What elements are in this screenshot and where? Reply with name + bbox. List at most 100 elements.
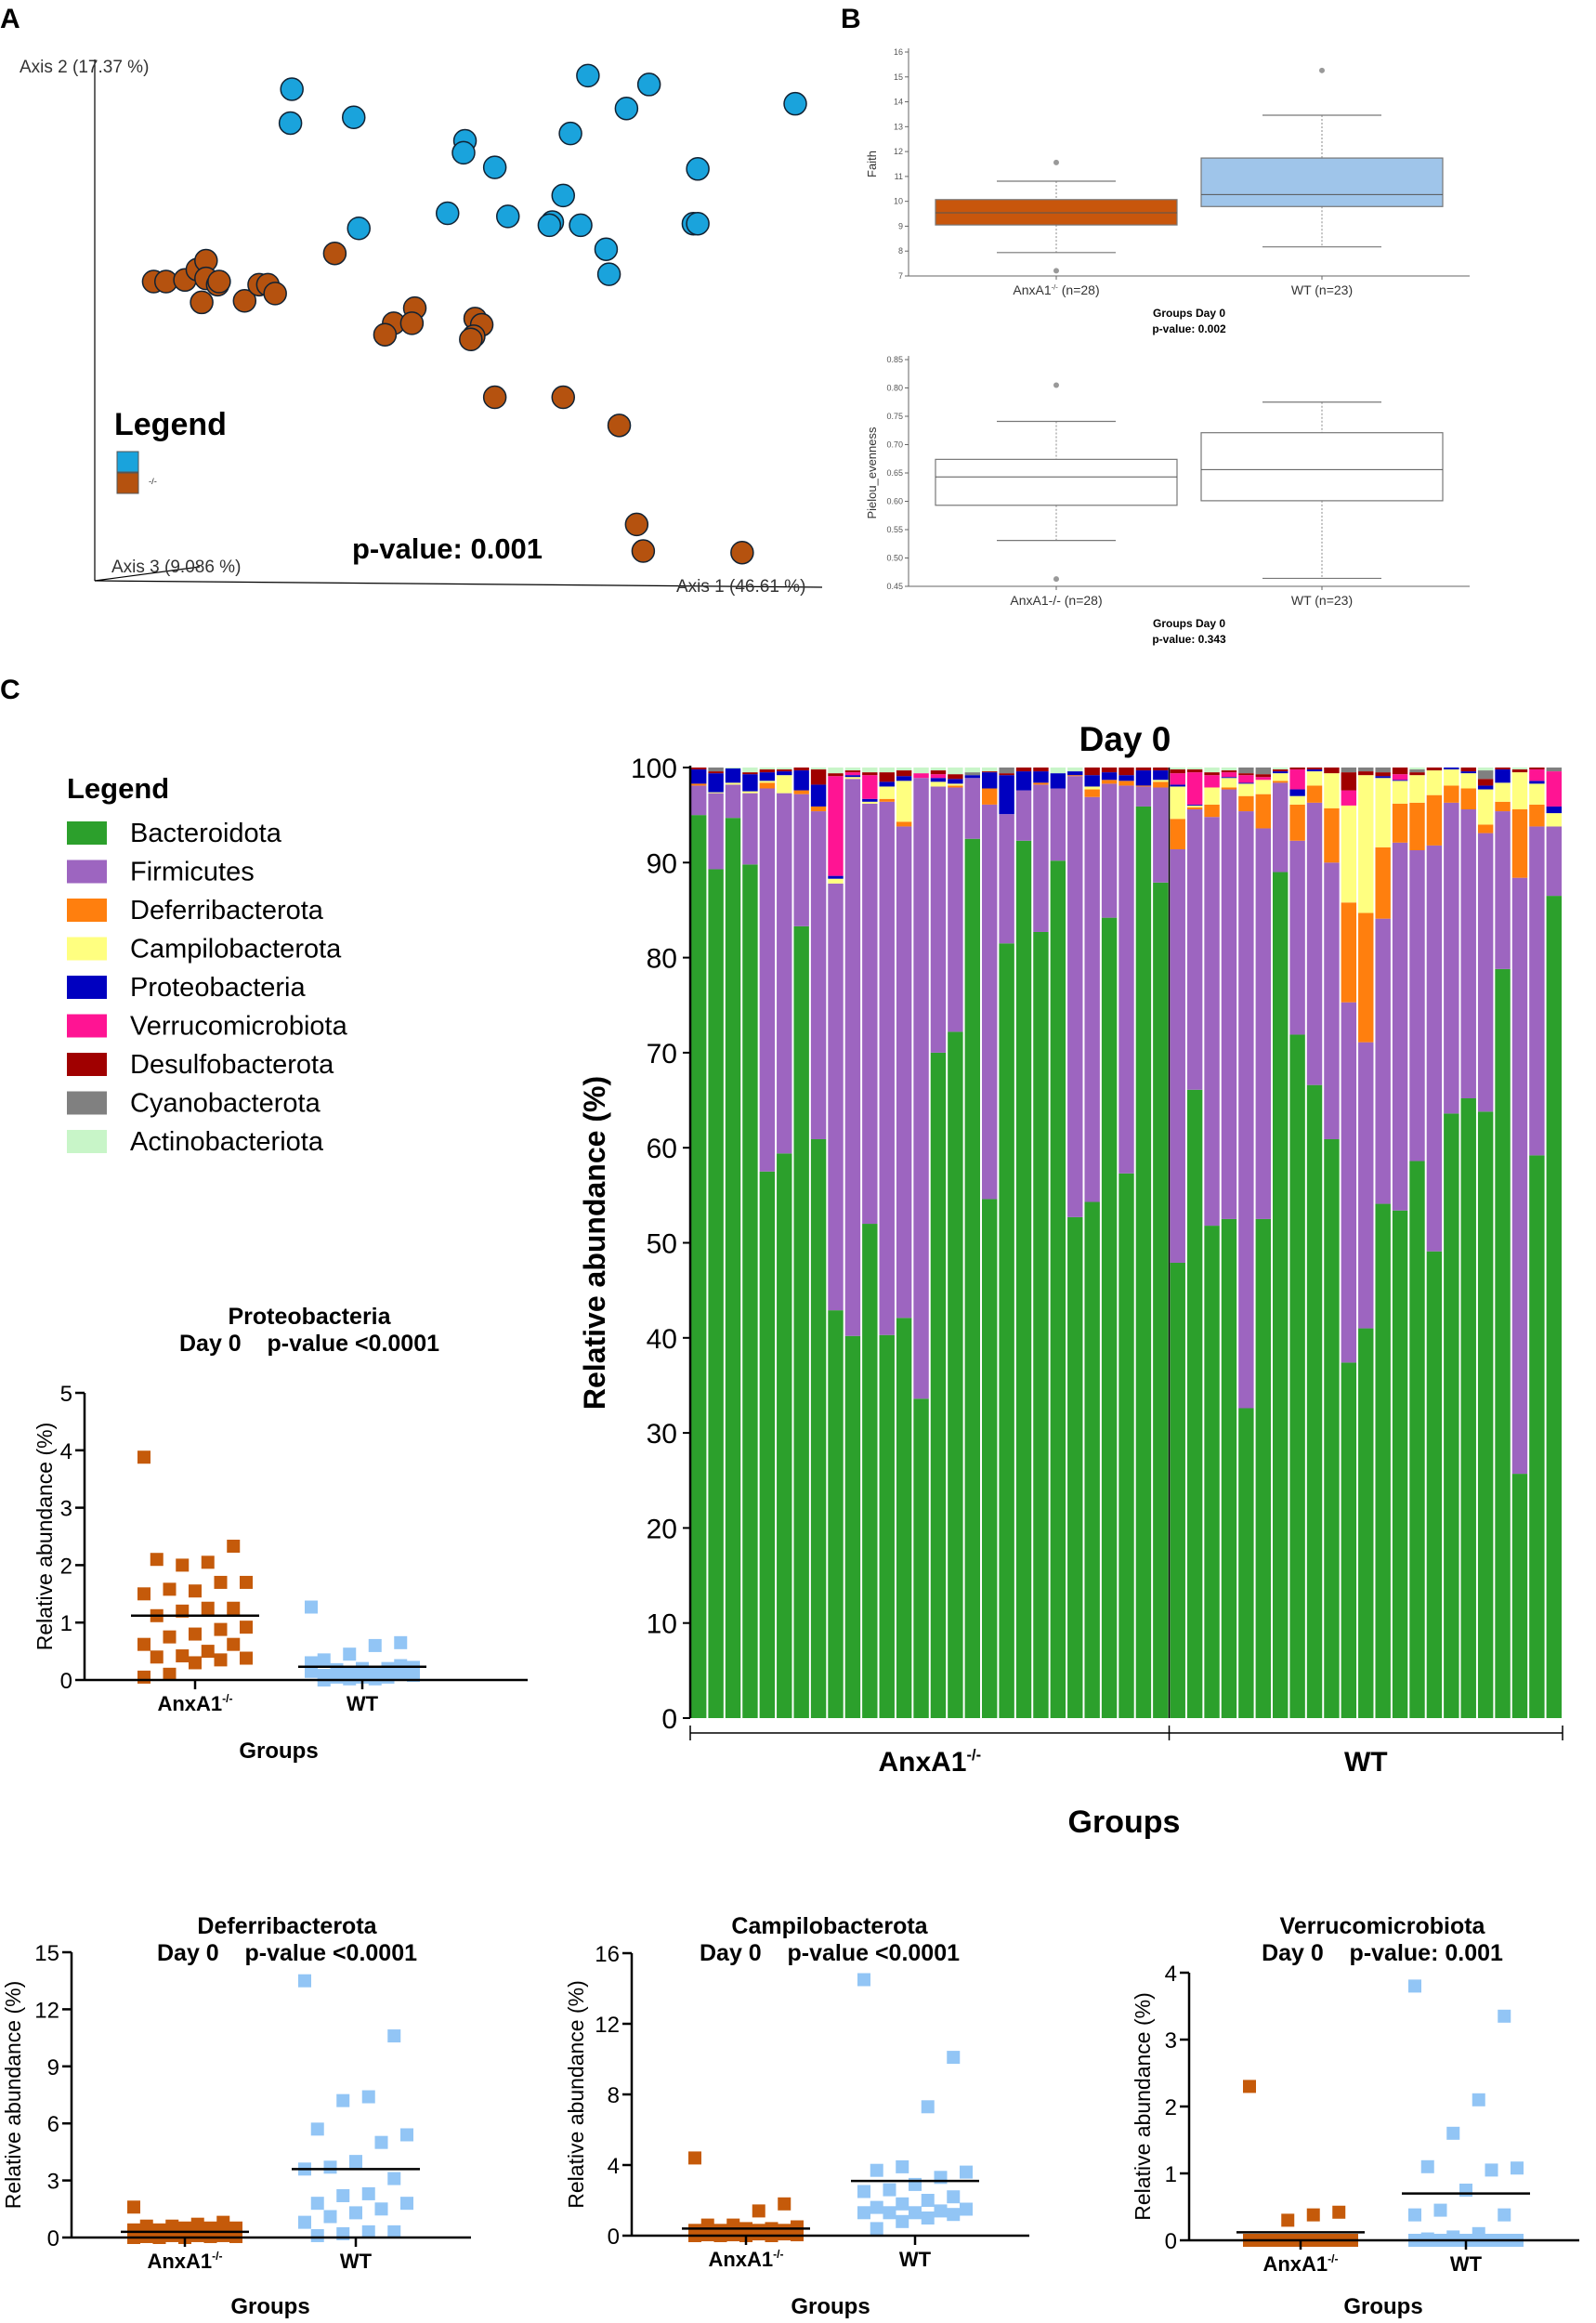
bar-segment-firmicutes xyxy=(879,801,895,1335)
data-point xyxy=(1281,2213,1295,2227)
bar-segment-desulfobacterota xyxy=(1238,773,1254,776)
bar-segment-deferribacterota xyxy=(948,785,963,788)
data-point xyxy=(368,1638,382,1652)
bar-segment-desulfobacterota xyxy=(844,770,861,773)
bar-stack xyxy=(1409,768,1425,1718)
y-tick-label: 0 xyxy=(608,2225,620,2250)
legend-label: Cyanobacterota xyxy=(130,1089,321,1119)
bar-segment-firmicutes xyxy=(1477,833,1494,1112)
bar-segment-actinobacteriota xyxy=(844,768,861,771)
data-point xyxy=(870,2163,883,2177)
data-point xyxy=(857,2185,870,2198)
bar-segment-bacteroidota xyxy=(793,925,809,1718)
bar-segment-firmicutes xyxy=(1529,826,1545,1156)
stacked-bar-chart: 0 10 20 30 40 50 60 70 80 90 100 Relative abundance… xyxy=(67,720,1563,1840)
bar-segment-firmicutes xyxy=(828,883,844,1311)
bar-segment-actinobacteriota xyxy=(759,768,776,770)
legend-swatch xyxy=(116,472,139,494)
pcoa-point xyxy=(551,183,576,208)
y-tick-label: 8 xyxy=(608,2083,620,2108)
bar-segment-deferribacterota xyxy=(1033,782,1049,785)
y-axis-label: Relative abundance (%) xyxy=(578,1076,611,1410)
bar-segment-firmicutes xyxy=(1426,845,1443,1252)
bar-segment-proteobacteria xyxy=(777,771,792,776)
bar-segment-actinobacteriota xyxy=(1221,768,1237,771)
bar-segment-actinobacteriota xyxy=(828,768,844,774)
pcoa-point xyxy=(624,512,649,537)
bar-segment-firmicutes xyxy=(810,811,827,1139)
bar-segment-proteobacteria xyxy=(1477,785,1494,790)
bar-segment-proteobacteria xyxy=(1186,804,1203,806)
bar-segment-deferribacterota xyxy=(1495,801,1511,812)
pcoa-point xyxy=(322,241,347,266)
phylum-legend: Legend Bacteroidota Firmicutes Deferribacte… xyxy=(67,772,348,1157)
legend-label: -/- xyxy=(149,477,157,486)
data-point xyxy=(310,2228,324,2242)
bar-segment-actinobacteriota xyxy=(1409,768,1425,770)
bar-segment-firmicutes xyxy=(896,826,912,1319)
bar-segment-actinobacteriota xyxy=(862,768,878,773)
pcoa-point xyxy=(686,157,710,181)
bar-segment-actinobacteriota xyxy=(777,768,792,770)
bar-segment-bacteroidota xyxy=(964,838,980,1718)
pcoa-plot: Axis 2 (17.37 %) Axis 3 (9.086 %) Axis 1 (… xyxy=(20,58,823,597)
x-tick-label: WT xyxy=(1450,2252,1483,2276)
data-point xyxy=(201,1555,215,1569)
bar-segment-bacteroidota xyxy=(1306,1084,1323,1718)
bar-segment-desulfobacterota xyxy=(982,771,998,773)
bar-segment-cyanobacterota xyxy=(1341,768,1357,773)
bar-segment-campilobacterota xyxy=(1186,805,1203,807)
bar-segment-actinobacteriota xyxy=(879,768,895,773)
pcoa-point xyxy=(495,204,520,229)
legend-label: Firmicutes xyxy=(130,858,255,887)
data-point xyxy=(960,2202,973,2216)
pcoa-point xyxy=(631,539,656,563)
bar-segment-bacteroidota xyxy=(1186,1089,1203,1718)
label-base: AnxA1 xyxy=(1262,2252,1328,2276)
pcoa-point xyxy=(399,311,425,335)
data-point xyxy=(240,1575,253,1589)
bar-segment-verrucomicrobiota xyxy=(1341,790,1357,806)
pcoa-point xyxy=(614,96,639,121)
y-axis-label: Relative abundance (%) xyxy=(564,1980,588,2208)
data-point xyxy=(387,2172,401,2185)
bar-segment-deferribacterota xyxy=(1477,824,1494,833)
chart-title: Deferribacterota xyxy=(197,1913,377,1939)
x-tick-label: AnxA1-/- (n=28) xyxy=(1013,282,1099,297)
bar-segment-firmicutes xyxy=(1444,802,1459,1114)
data-point xyxy=(176,1604,190,1618)
data-point xyxy=(1306,2208,1320,2222)
bar-segment-proteobacteria xyxy=(1033,771,1049,783)
bar-segment-deferribacterota xyxy=(1341,902,1357,1003)
data-point xyxy=(870,2200,883,2214)
pcoa-point xyxy=(341,105,366,130)
bar-segment-desulfobacterota xyxy=(1135,768,1152,771)
data-point xyxy=(227,1540,241,1554)
bar-segment-bacteroidota xyxy=(1444,1113,1459,1718)
bar-segment-proteobacteria xyxy=(1170,784,1185,787)
bar-segment-verrucomicrobiota xyxy=(1289,769,1305,790)
y-tick-label: 100 xyxy=(631,754,677,784)
y-tick-label: 0.45 xyxy=(886,582,903,591)
bar-segment-campilobacterota xyxy=(828,878,844,884)
bar-segment-campilobacterota xyxy=(1477,789,1494,825)
bar-segment-campilobacterota xyxy=(1409,775,1425,803)
bar-segment-actinobacteriota xyxy=(930,768,947,771)
bar-stack xyxy=(1238,768,1254,1718)
bar-segment-campilobacterota xyxy=(1375,778,1391,847)
panel-label-b: B xyxy=(841,4,861,34)
data-point xyxy=(1459,2184,1472,2197)
bar-segment-firmicutes xyxy=(1375,918,1391,1204)
legend-swatch xyxy=(67,937,107,961)
x-axis-label: Groups Day 0 xyxy=(1153,617,1225,630)
axis-1-line xyxy=(94,580,823,588)
pcoa-point xyxy=(558,121,582,146)
bar-segment-desulfobacterota xyxy=(1101,768,1118,773)
box xyxy=(935,458,1178,506)
bar-segment-desulfobacterota xyxy=(1392,768,1408,775)
y-tick-label: 0.70 xyxy=(886,440,903,450)
data-point xyxy=(336,2188,350,2202)
data-point xyxy=(400,2197,413,2211)
box xyxy=(1200,157,1444,207)
bar-segment-proteobacteria xyxy=(691,769,707,784)
